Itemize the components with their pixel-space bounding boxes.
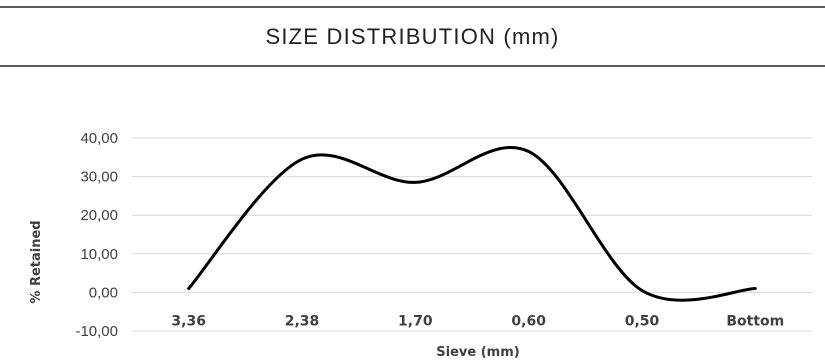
y-axis-title: % Retained [29, 220, 44, 303]
y-tick-labels: 40,00 30,00 20,00 10,00 0,00 -10,00 [75, 130, 118, 340]
y-tick-label: 40,00 [80, 130, 118, 147]
chart-title: SIZE DISTRIBUTION (mm) [265, 23, 560, 49]
y-tick-label: 30,00 [80, 169, 118, 186]
x-tick-label: 2,38 [285, 313, 320, 329]
x-tick-label: 0,60 [511, 313, 546, 329]
y-tick-label: 10,00 [80, 246, 118, 263]
series-line [187, 145, 757, 302]
gridlines [132, 137, 812, 332]
y-tick-label: -10,00 [75, 323, 118, 340]
x-tick-label: 3,36 [171, 313, 206, 329]
x-tick-label: 0,50 [625, 313, 660, 329]
x-tick-label: 1,70 [398, 313, 433, 329]
x-tick-labels: 3,36 2,38 1,70 0,60 0,50 Bottom [171, 313, 784, 329]
x-tick-label: Bottom [726, 313, 784, 329]
y-tick-label: 20,00 [80, 207, 118, 224]
title-band: SIZE DISTRIBUTION (mm) [0, 6, 825, 67]
x-axis-title: Sieve (mm) [436, 345, 519, 360]
y-tick-label: 0,00 [89, 284, 118, 301]
